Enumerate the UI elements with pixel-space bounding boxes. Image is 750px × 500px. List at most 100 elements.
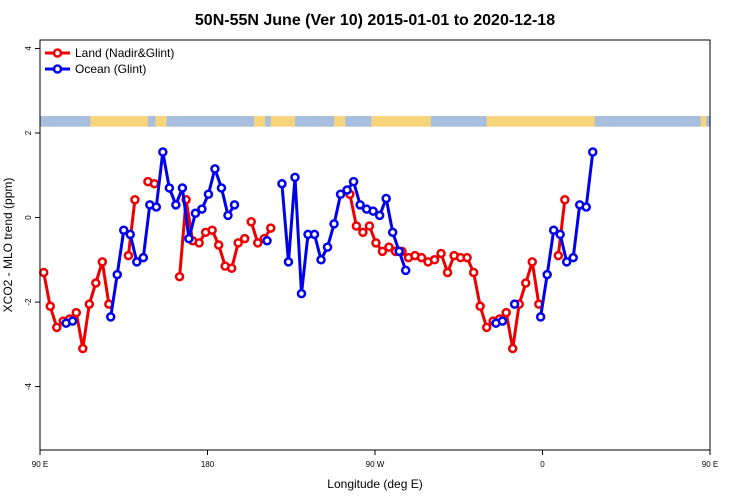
series-ocean [61, 147, 598, 328]
data-point [164, 183, 175, 193]
data-point [581, 202, 591, 212]
x-tick-label: 90 E [702, 460, 718, 469]
data-point [501, 307, 511, 318]
data-point [497, 316, 508, 326]
data-point [568, 252, 578, 263]
data-point [171, 200, 181, 210]
data-point [348, 176, 359, 187]
data-point [309, 229, 320, 240]
plot-area [38, 147, 598, 354]
data-point [105, 312, 116, 322]
legend-marker [52, 48, 63, 58]
data-point [125, 229, 136, 240]
data-point [207, 225, 217, 235]
series-line [556, 199, 567, 256]
data-point [442, 267, 453, 278]
data-point [507, 343, 518, 354]
data-point [329, 219, 339, 229]
data-point [481, 322, 492, 333]
data-point [262, 236, 272, 246]
data-point [351, 221, 362, 231]
data-point [283, 257, 294, 267]
data-point [468, 267, 479, 278]
data-point [132, 257, 142, 267]
y-tick-label: 4 [24, 46, 33, 51]
data-point [364, 221, 375, 231]
data-point [38, 267, 49, 278]
strip-ocean-band [294, 116, 335, 127]
data-point [138, 252, 149, 263]
data-point [555, 229, 565, 240]
data-point [174, 271, 185, 282]
x-tick-label: 90 E [32, 460, 48, 469]
data-point [475, 301, 485, 312]
data-point [91, 278, 101, 288]
data-point [223, 210, 233, 221]
data-point [548, 225, 559, 235]
data-point [358, 227, 368, 238]
strip-ocean-band [147, 116, 156, 127]
data-point [429, 255, 440, 265]
x-tick-label: 0 [540, 460, 545, 469]
y-tick-label: -2 [24, 298, 33, 306]
y-axis-label: XCO2 - MLO trend (ppm) [1, 178, 15, 313]
data-point [119, 225, 129, 235]
x-tick-label: 90 W [366, 460, 385, 469]
data-point [158, 147, 168, 157]
data-point [184, 233, 194, 244]
data-point [229, 200, 240, 210]
data-point [588, 147, 598, 157]
strip-ocean-band [430, 116, 487, 127]
data-point [561, 257, 572, 267]
data-point [368, 206, 378, 216]
data-point [216, 183, 227, 193]
data-point [210, 164, 220, 174]
data-point [197, 204, 207, 214]
data-point [52, 322, 62, 333]
data-point [277, 178, 287, 189]
data-point [394, 246, 404, 257]
data-point [355, 200, 365, 210]
data-point [400, 265, 411, 276]
series-line [539, 151, 595, 318]
data-point [151, 202, 162, 212]
strip-ocean-band [706, 116, 710, 127]
data-point [296, 288, 307, 299]
data-point [78, 343, 88, 354]
data-point [377, 246, 388, 257]
data-point [226, 263, 237, 273]
data-point [542, 269, 552, 280]
y-tick-label: -4 [24, 382, 33, 390]
data-point [112, 269, 122, 280]
y-tick-label: 2 [24, 130, 33, 135]
data-point [149, 178, 160, 189]
data-point [71, 307, 82, 318]
data-point [374, 210, 385, 221]
data-point [266, 223, 276, 233]
x-axis: 90 E 180 90 W 0 90 E [32, 450, 718, 469]
data-point [233, 238, 243, 248]
data-point [177, 183, 188, 193]
data-point [45, 301, 55, 312]
legend-label: Ocean (Glint) [75, 62, 146, 76]
x-tick-label: 180 [201, 460, 215, 469]
data-point [521, 278, 531, 288]
strip-ocean-band [594, 116, 701, 127]
data-point [84, 299, 95, 309]
strip-ocean-band [40, 116, 91, 127]
x-axis-label: Longitude (deg E) [327, 477, 422, 491]
data-point [462, 252, 472, 263]
data-point [527, 257, 538, 267]
strip-ocean-band [265, 116, 271, 127]
data-point [342, 185, 352, 195]
data-point [97, 257, 108, 267]
data-point [253, 238, 263, 248]
data-point [335, 189, 346, 200]
data-point [290, 172, 300, 183]
data-point [67, 316, 78, 326]
chart-title: 50N-55N June (Ver 10) 2015-01-01 to 2020… [195, 12, 555, 29]
data-point [509, 299, 520, 309]
data-point [190, 208, 201, 219]
data-point [123, 250, 134, 261]
data-point [239, 233, 250, 244]
